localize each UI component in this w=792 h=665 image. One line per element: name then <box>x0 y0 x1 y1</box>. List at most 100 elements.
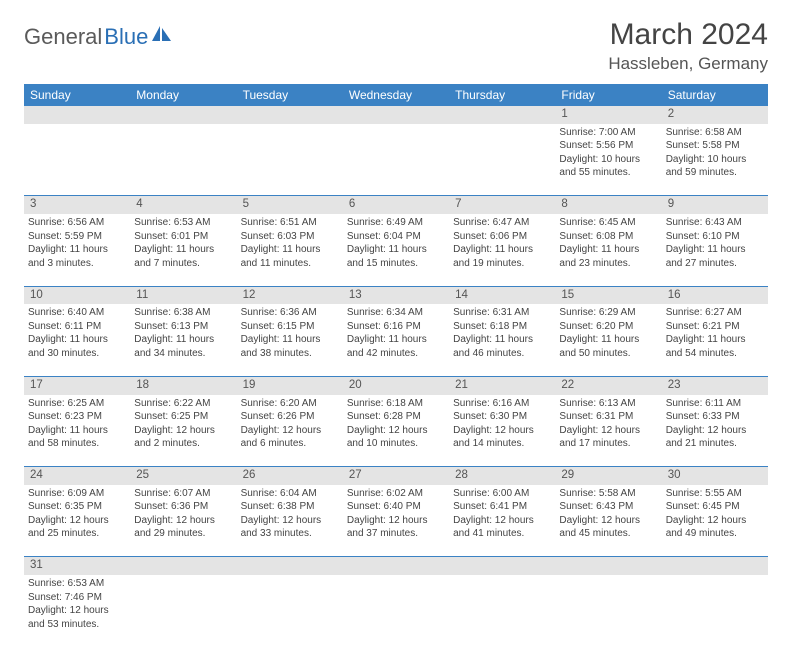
day-number-cell: 25 <box>130 467 236 485</box>
day-number-cell: 18 <box>130 376 236 394</box>
day-cell <box>24 124 130 196</box>
col-friday: Friday <box>555 84 661 106</box>
day-cell <box>449 575 555 647</box>
sun-info: Sunrise: 6:53 AMSunset: 6:01 PMDaylight:… <box>134 216 232 270</box>
day-cell <box>662 575 768 647</box>
header-row: Sunday Monday Tuesday Wednesday Thursday… <box>24 84 768 106</box>
day-cell <box>343 124 449 196</box>
logo-text-general: General <box>24 24 102 50</box>
calendar-page: GeneralBlue March 2024 Hassleben, German… <box>0 0 792 665</box>
day-cell: Sunrise: 6:58 AMSunset: 5:58 PMDaylight:… <box>662 124 768 196</box>
day-number-cell: 21 <box>449 376 555 394</box>
day-number-cell: 28 <box>449 467 555 485</box>
day-cell: Sunrise: 6:34 AMSunset: 6:16 PMDaylight:… <box>343 304 449 376</box>
day-cell: Sunrise: 6:02 AMSunset: 6:40 PMDaylight:… <box>343 485 449 557</box>
day-number-cell: 29 <box>555 467 661 485</box>
day-cell: Sunrise: 6:00 AMSunset: 6:41 PMDaylight:… <box>449 485 555 557</box>
day-number-cell <box>343 557 449 575</box>
sun-info: Sunrise: 6:02 AMSunset: 6:40 PMDaylight:… <box>347 487 445 541</box>
col-sunday: Sunday <box>24 84 130 106</box>
day-number-cell <box>237 557 343 575</box>
daynum-row: 17181920212223 <box>24 376 768 394</box>
day-number-cell: 13 <box>343 286 449 304</box>
day-cell: Sunrise: 6:56 AMSunset: 5:59 PMDaylight:… <box>24 214 130 286</box>
sun-info: Sunrise: 7:00 AMSunset: 5:56 PMDaylight:… <box>559 126 657 180</box>
daynum-row: 10111213141516 <box>24 286 768 304</box>
day-number-cell: 26 <box>237 467 343 485</box>
sun-info: Sunrise: 6:56 AMSunset: 5:59 PMDaylight:… <box>28 216 126 270</box>
sun-info: Sunrise: 6:45 AMSunset: 6:08 PMDaylight:… <box>559 216 657 270</box>
day-number-cell: 14 <box>449 286 555 304</box>
sun-info: Sunrise: 6:27 AMSunset: 6:21 PMDaylight:… <box>666 306 764 360</box>
day-number-cell <box>449 106 555 124</box>
day-number-cell: 7 <box>449 196 555 214</box>
day-number-cell: 3 <box>24 196 130 214</box>
day-cell <box>237 124 343 196</box>
day-number-cell <box>130 106 236 124</box>
day-number-cell: 5 <box>237 196 343 214</box>
day-cell <box>343 575 449 647</box>
sun-info: Sunrise: 6:43 AMSunset: 6:10 PMDaylight:… <box>666 216 764 270</box>
day-cell <box>449 124 555 196</box>
week-row: Sunrise: 6:09 AMSunset: 6:35 PMDaylight:… <box>24 485 768 557</box>
sun-info: Sunrise: 6:00 AMSunset: 6:41 PMDaylight:… <box>453 487 551 541</box>
day-number-cell: 9 <box>662 196 768 214</box>
sun-info: Sunrise: 6:49 AMSunset: 6:04 PMDaylight:… <box>347 216 445 270</box>
header: GeneralBlue March 2024 Hassleben, German… <box>24 18 768 74</box>
sun-info: Sunrise: 5:58 AMSunset: 6:43 PMDaylight:… <box>559 487 657 541</box>
week-row: Sunrise: 7:00 AMSunset: 5:56 PMDaylight:… <box>24 124 768 196</box>
week-row: Sunrise: 6:56 AMSunset: 5:59 PMDaylight:… <box>24 214 768 286</box>
week-row: Sunrise: 6:40 AMSunset: 6:11 PMDaylight:… <box>24 304 768 376</box>
day-number-cell: 22 <box>555 376 661 394</box>
logo: GeneralBlue <box>24 24 173 50</box>
sun-info: Sunrise: 6:58 AMSunset: 5:58 PMDaylight:… <box>666 126 764 180</box>
day-cell: Sunrise: 6:53 AMSunset: 6:01 PMDaylight:… <box>130 214 236 286</box>
col-wednesday: Wednesday <box>343 84 449 106</box>
day-cell: Sunrise: 6:53 AMSunset: 7:46 PMDaylight:… <box>24 575 130 647</box>
sun-info: Sunrise: 6:07 AMSunset: 6:36 PMDaylight:… <box>134 487 232 541</box>
day-cell: Sunrise: 6:20 AMSunset: 6:26 PMDaylight:… <box>237 395 343 467</box>
daynum-row: 12 <box>24 106 768 124</box>
sun-info: Sunrise: 6:53 AMSunset: 7:46 PMDaylight:… <box>28 577 126 631</box>
day-cell: Sunrise: 6:25 AMSunset: 6:23 PMDaylight:… <box>24 395 130 467</box>
sun-info: Sunrise: 6:04 AMSunset: 6:38 PMDaylight:… <box>241 487 339 541</box>
daynum-row: 3456789 <box>24 196 768 214</box>
day-cell: Sunrise: 6:36 AMSunset: 6:15 PMDaylight:… <box>237 304 343 376</box>
day-cell: Sunrise: 7:00 AMSunset: 5:56 PMDaylight:… <box>555 124 661 196</box>
day-number-cell: 11 <box>130 286 236 304</box>
day-cell: Sunrise: 5:58 AMSunset: 6:43 PMDaylight:… <box>555 485 661 557</box>
sun-info: Sunrise: 6:16 AMSunset: 6:30 PMDaylight:… <box>453 397 551 451</box>
sun-info: Sunrise: 6:13 AMSunset: 6:31 PMDaylight:… <box>559 397 657 451</box>
day-cell: Sunrise: 6:09 AMSunset: 6:35 PMDaylight:… <box>24 485 130 557</box>
day-cell: Sunrise: 6:11 AMSunset: 6:33 PMDaylight:… <box>662 395 768 467</box>
title-block: March 2024 Hassleben, Germany <box>608 18 768 74</box>
day-cell: Sunrise: 6:45 AMSunset: 6:08 PMDaylight:… <box>555 214 661 286</box>
day-number-cell: 16 <box>662 286 768 304</box>
sun-info: Sunrise: 6:25 AMSunset: 6:23 PMDaylight:… <box>28 397 126 451</box>
sun-info: Sunrise: 6:31 AMSunset: 6:18 PMDaylight:… <box>453 306 551 360</box>
day-number-cell: 10 <box>24 286 130 304</box>
day-number-cell: 24 <box>24 467 130 485</box>
month-title: March 2024 <box>608 18 768 52</box>
col-monday: Monday <box>130 84 236 106</box>
sun-info: Sunrise: 6:18 AMSunset: 6:28 PMDaylight:… <box>347 397 445 451</box>
sun-info: Sunrise: 6:36 AMSunset: 6:15 PMDaylight:… <box>241 306 339 360</box>
day-cell: Sunrise: 6:51 AMSunset: 6:03 PMDaylight:… <box>237 214 343 286</box>
day-number-cell: 15 <box>555 286 661 304</box>
day-number-cell <box>662 557 768 575</box>
sun-info: Sunrise: 6:11 AMSunset: 6:33 PMDaylight:… <box>666 397 764 451</box>
logo-text-blue: Blue <box>104 24 148 50</box>
sun-info: Sunrise: 5:55 AMSunset: 6:45 PMDaylight:… <box>666 487 764 541</box>
sun-info: Sunrise: 6:09 AMSunset: 6:35 PMDaylight:… <box>28 487 126 541</box>
day-number-cell <box>130 557 236 575</box>
sun-info: Sunrise: 6:40 AMSunset: 6:11 PMDaylight:… <box>28 306 126 360</box>
day-number-cell: 20 <box>343 376 449 394</box>
location: Hassleben, Germany <box>608 54 768 74</box>
day-cell <box>555 575 661 647</box>
day-cell <box>130 575 236 647</box>
day-number-cell <box>343 106 449 124</box>
day-cell: Sunrise: 5:55 AMSunset: 6:45 PMDaylight:… <box>662 485 768 557</box>
day-cell: Sunrise: 6:16 AMSunset: 6:30 PMDaylight:… <box>449 395 555 467</box>
sun-info: Sunrise: 6:29 AMSunset: 6:20 PMDaylight:… <box>559 306 657 360</box>
sun-info: Sunrise: 6:22 AMSunset: 6:25 PMDaylight:… <box>134 397 232 451</box>
